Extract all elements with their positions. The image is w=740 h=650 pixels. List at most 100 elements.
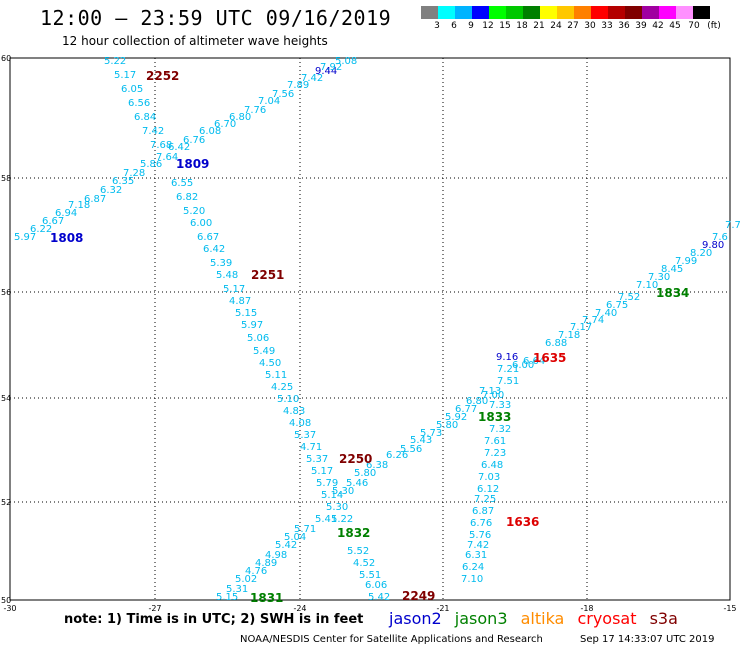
colorbar-label: 39 bbox=[635, 21, 647, 31]
wave-height-value: 8.20 bbox=[690, 248, 712, 259]
y-tick-label: 56 bbox=[1, 288, 11, 297]
y-tick-label: 54 bbox=[1, 394, 11, 403]
wave-height-value: 6.35 bbox=[112, 176, 134, 187]
wave-height-value: 5.22 bbox=[104, 56, 126, 67]
wave-height-value: 7.10 bbox=[636, 280, 658, 291]
pass-time-label: 1808 bbox=[50, 231, 83, 245]
wave-height-value: 7.30 bbox=[648, 272, 670, 283]
wave-height-value: 5.43 bbox=[410, 435, 432, 446]
colorbar-swatch bbox=[625, 6, 642, 19]
wave-height-value: 5.76 bbox=[469, 530, 491, 541]
wave-height-value: 6.42 bbox=[203, 244, 225, 255]
wave-height-value: 5.51 bbox=[359, 570, 381, 581]
wave-height-value: 7.04 bbox=[258, 96, 280, 107]
colorbar-label: 9 bbox=[468, 21, 474, 31]
colorbar-swatch bbox=[642, 6, 659, 19]
wave-height-value: 5.73 bbox=[420, 428, 442, 439]
map-subtitle: 12 hour collection of altimeter wave hei… bbox=[62, 34, 328, 48]
wave-height-value: 7.32 bbox=[489, 424, 511, 435]
wave-height-value: 4.08 bbox=[289, 418, 311, 429]
wave-height-value: 9.44 bbox=[315, 66, 337, 77]
x-tick-label: -18 bbox=[580, 604, 593, 613]
wave-height-value: 7.17 bbox=[570, 322, 592, 333]
colorbar-swatch bbox=[557, 6, 574, 19]
legend-jason3: jason3 bbox=[454, 609, 508, 628]
y-tick-label: 50 bbox=[1, 596, 11, 605]
wave-height-value: 4.89 bbox=[255, 558, 277, 569]
wave-height-value: 5.92 bbox=[445, 412, 467, 423]
wave-height-value: 6.38 bbox=[366, 460, 388, 471]
wave-height-value: 7.76 bbox=[244, 105, 266, 116]
wave-height-value: 5.37 bbox=[306, 454, 328, 465]
pass-time-label: 1834 bbox=[656, 286, 689, 300]
wave-height-value: 6.94 bbox=[55, 208, 77, 219]
wave-height-value: 5.97 bbox=[241, 320, 263, 331]
map-title: 12:00 – 23:59 UTC 09/16/2019 bbox=[40, 6, 392, 30]
colorbar-label: 3 bbox=[434, 21, 440, 31]
wave-height-value: 6.87 bbox=[84, 194, 106, 205]
colorbar-swatch bbox=[438, 6, 455, 19]
map-frame bbox=[9, 57, 731, 601]
pass-time-label: 1809 bbox=[176, 157, 209, 171]
wave-height-value: 5.46 bbox=[346, 478, 368, 489]
wave-height-value: 5.48 bbox=[216, 270, 238, 281]
wave-height-value: 5.79 bbox=[316, 478, 338, 489]
colorbar-label: 45 bbox=[669, 21, 681, 31]
wave-height-value: 7.13 bbox=[479, 386, 501, 397]
wave-height-value: 6.80 bbox=[229, 112, 251, 123]
colorbar-swatch bbox=[540, 6, 557, 19]
footer-timestamp: Sep 17 14:33:07 UTC 2019 bbox=[580, 634, 715, 645]
wave-height-value: 5.30 bbox=[332, 486, 354, 497]
colorbar-swatch bbox=[472, 6, 489, 19]
wave-height-value: 7.56 bbox=[272, 89, 294, 100]
wave-height-value: 6.00 bbox=[512, 360, 534, 371]
wave-height-value: 5.49 bbox=[253, 346, 275, 357]
wave-height-value: 7.23 bbox=[484, 448, 506, 459]
wave-height-value: 6.77 bbox=[455, 404, 477, 415]
grid-lines bbox=[10, 58, 730, 600]
wave-height-value: 7.33 bbox=[489, 400, 511, 411]
colorbar-label: 27 bbox=[567, 21, 579, 31]
y-tick-label: 58 bbox=[1, 174, 11, 183]
pass-time-label: 2251 bbox=[251, 268, 284, 282]
wave-height-value: 7.00 bbox=[482, 390, 504, 401]
units-note: note: 1) Time is in UTC; 2) SWH is in fe… bbox=[64, 612, 364, 627]
pass-time-label: 1832 bbox=[337, 526, 370, 540]
pass-time-label: 2249 bbox=[402, 589, 435, 603]
wave-height-value: 7.42 bbox=[301, 73, 323, 84]
x-tick-label: -30 bbox=[3, 604, 16, 613]
wave-height-value: 6.76 bbox=[183, 135, 205, 146]
wave-height-value: 6.80 bbox=[466, 396, 488, 407]
wave-height-value: 9.16 bbox=[496, 352, 518, 363]
wave-height-value: 6.31 bbox=[465, 550, 487, 561]
wave-height-value: 8.45 bbox=[661, 264, 683, 275]
colorbar-label: 36 bbox=[618, 21, 630, 31]
wave-height-value: 6.67 bbox=[42, 216, 64, 227]
pass-time-label: 1636 bbox=[506, 515, 539, 529]
wave-height-value: 7.64 bbox=[156, 152, 178, 163]
pass-time-label: 1831 bbox=[250, 591, 283, 605]
wave-height-value: 7.99 bbox=[675, 256, 697, 267]
colorbar-label: 18 bbox=[516, 21, 528, 31]
wave-height-value: 5.08 bbox=[335, 56, 357, 67]
colorbar-swatch bbox=[523, 6, 540, 19]
wave-height-value: 5.30 bbox=[326, 502, 348, 513]
wave-height-value: 6.22 bbox=[30, 224, 52, 235]
pass-time-labels: 2252 1809 1808 2251 2250 1832 1831 2249 1833 1635… bbox=[50, 69, 689, 605]
observation-values: 5.22 5.17 6.05 6.56 6.84 7.42 7.687.645.86 6.55… bbox=[14, 56, 740, 603]
wave-height-value: 6.55 bbox=[171, 178, 193, 189]
colorbar-swatch bbox=[591, 6, 608, 19]
wave-height-value: 7.89 bbox=[287, 80, 309, 91]
colorbar-swatch bbox=[506, 6, 523, 19]
colorbar-swatch bbox=[421, 6, 438, 19]
wave-height-value: 5.42 bbox=[368, 592, 390, 603]
colorbar-swatch bbox=[574, 6, 591, 19]
colorbar-label: 12 bbox=[482, 21, 494, 31]
wave-height-value: 7.78 bbox=[725, 220, 740, 231]
wave-height-value: 6.42 bbox=[168, 142, 190, 153]
y-tick-label: 60 bbox=[1, 54, 11, 63]
wave-height-value: 7.51 bbox=[497, 376, 519, 387]
colorbar-label: 21 bbox=[533, 21, 545, 31]
x-tick-label: -24 bbox=[293, 604, 306, 613]
wave-height-value: 7.61 bbox=[484, 436, 506, 447]
